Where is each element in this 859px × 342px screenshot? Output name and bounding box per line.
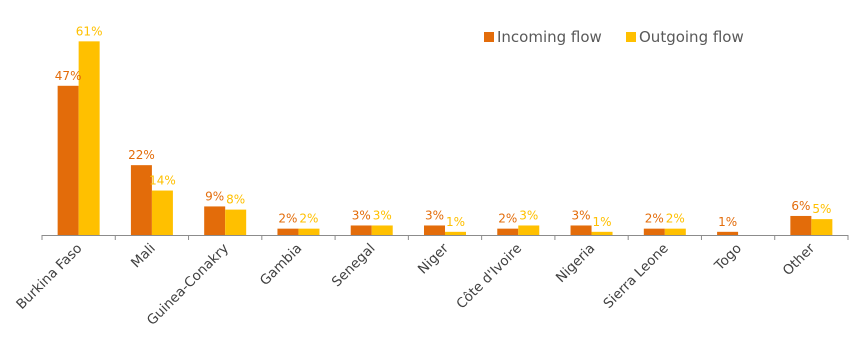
data-label-incoming-niger: 3% <box>425 208 444 222</box>
data-label-outgoing-gambia: 2% <box>299 212 318 226</box>
bar-incoming-nigeria <box>570 225 592 235</box>
x-tick-label-guinea-conakry: Guinea-Conakry <box>144 241 232 329</box>
legend-label-incoming: Incoming flow <box>497 28 602 46</box>
data-label-incoming-nigeria: 3% <box>572 208 591 222</box>
data-label-incoming-c-te-d-ivoire: 2% <box>498 212 517 226</box>
data-label-outgoing-nigeria: 1% <box>593 215 612 229</box>
bar-incoming-sierra-leone <box>643 228 665 235</box>
legend: Incoming flow Outgoing flow <box>484 28 744 46</box>
bar-outgoing-c-te-d-ivoire <box>518 225 540 235</box>
x-tick-label-c-te-d-ivoire: Côte d'Ivoire <box>453 241 525 313</box>
data-label-outgoing-sierra-leone: 2% <box>666 212 685 226</box>
data-label-outgoing-other: 5% <box>812 202 831 216</box>
bar-outgoing-niger <box>445 231 466 235</box>
bar-incoming-burkina-faso <box>57 85 79 236</box>
data-label-outgoing-guinea-conakry: 8% <box>226 193 245 207</box>
data-label-outgoing-burkina-faso: 61% <box>76 24 103 38</box>
bar-outgoing-mali <box>151 190 173 235</box>
x-tick-label-other: Other <box>780 240 819 279</box>
bar-incoming-other <box>790 215 812 235</box>
bars <box>57 41 833 236</box>
legend-swatch-incoming <box>484 32 494 42</box>
bar-outgoing-guinea-conakry <box>225 209 247 235</box>
bar-outgoing-other <box>811 219 833 235</box>
data-label-incoming-gambia: 2% <box>278 212 297 226</box>
data-label-outgoing-mali: 14% <box>149 174 176 188</box>
bar-incoming-mali <box>130 165 152 235</box>
legend-swatch-outgoing <box>626 32 636 42</box>
x-tick-label-nigeria: Nigeria <box>553 241 598 286</box>
legend-label-outgoing: Outgoing flow <box>639 28 744 46</box>
bar-incoming-c-te-d-ivoire <box>497 228 519 235</box>
bar-outgoing-senegal <box>371 225 393 235</box>
bar-outgoing-nigeria <box>591 231 613 235</box>
data-label-incoming-sierra-leone: 2% <box>645 212 664 226</box>
data-label-incoming-mali: 22% <box>128 148 155 162</box>
data-label-incoming-guinea-conakry: 9% <box>205 189 224 203</box>
x-tick-label-sierra-leone: Sierra Leone <box>600 241 671 312</box>
bar-incoming-gambia <box>277 228 299 235</box>
bar-incoming-niger <box>424 225 445 235</box>
x-tick-label-togo: Togo <box>711 241 745 275</box>
data-label-outgoing-niger: 1% <box>446 215 465 229</box>
data-label-incoming-burkina-faso: 47% <box>55 69 82 83</box>
data-label-outgoing-c-te-d-ivoire: 3% <box>519 208 538 222</box>
data-label-incoming-other: 6% <box>791 199 810 213</box>
x-tick-label-niger: Niger <box>415 240 452 277</box>
data-labels: 47%61%22%14%9% 8%2% 2% 3% 3% 3% 1% 2% 3% 3% 1% 2% 2%… <box>55 24 832 228</box>
x-tick-label-gambia: Gambia <box>257 241 305 289</box>
data-label-incoming-togo: 1% <box>718 215 737 229</box>
x-tick-label-burkina-faso: Burkina Faso <box>13 241 85 313</box>
x-tick-label-senegal: Senegal <box>329 241 379 291</box>
bar-outgoing-gambia <box>298 228 320 235</box>
bar-incoming-togo <box>717 231 739 235</box>
bar-incoming-senegal <box>350 225 372 235</box>
x-tick-label-mali: Mali <box>128 241 159 272</box>
data-label-incoming-senegal: 3% <box>352 208 371 222</box>
bar-outgoing-burkina-faso <box>78 41 100 235</box>
data-label-outgoing-senegal: 3% <box>373 208 392 222</box>
bar-incoming-guinea-conakry <box>204 206 226 235</box>
bar-outgoing-sierra-leone <box>664 228 686 235</box>
x-axis <box>41 235 849 240</box>
